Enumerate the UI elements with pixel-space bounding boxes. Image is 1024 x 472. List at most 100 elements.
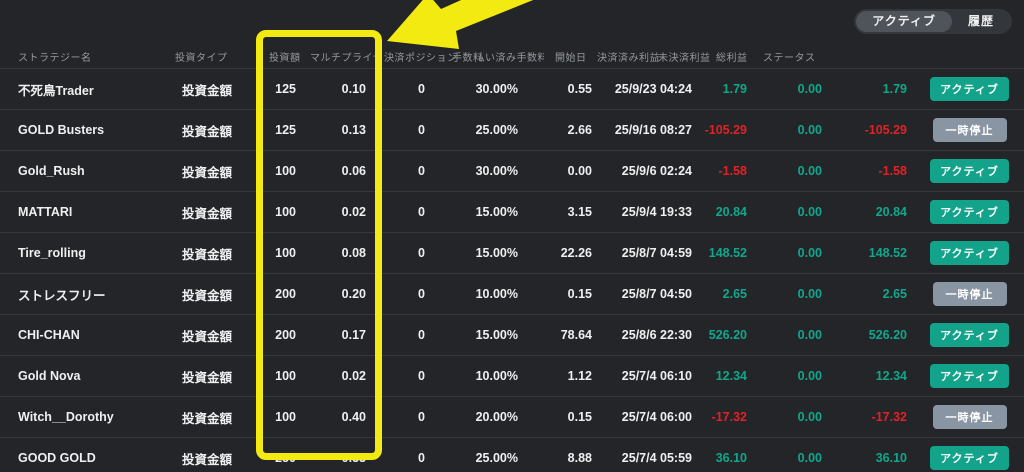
cell-fee: 30.00% — [475, 164, 518, 178]
cell-invest-type: 投資金額 — [182, 247, 233, 262]
cell-total-profit: 148.52 — [868, 246, 907, 260]
table-row[interactable]: MATTARI 投資金額 100 0.02 0 15.00% 3.15 25/9… — [0, 191, 1024, 232]
cell-settled-profit: -17.32 — [711, 410, 747, 424]
cell-start-date: 25/8/6 22:30 — [621, 328, 692, 342]
cell-strategy-name: MATTARI — [18, 205, 73, 219]
table-row[interactable]: Tire_rolling 投資金額 100 0.08 0 15.00% 22.2… — [0, 232, 1024, 273]
cell-invest-amount: 100 — [275, 410, 296, 424]
cell-positions: 0 — [418, 410, 425, 424]
cell-start-date: 25/9/4 19:33 — [621, 205, 692, 219]
cell-start-date: 25/7/4 06:10 — [621, 369, 692, 383]
table-row[interactable]: ストレスフリー 投資金額 200 0.20 0 10.00% 0.15 25/8… — [0, 273, 1024, 314]
cell-strategy-name: GOOD GOLD — [18, 451, 96, 465]
cell-paid-fee: 1.12 — [567, 369, 592, 383]
cell-unsettled-profit: 0.00 — [797, 369, 822, 383]
cell-multiplier: 0.02 — [341, 205, 366, 219]
cell-fee: 10.00% — [475, 287, 518, 301]
status-badge: 一時停止 — [932, 118, 1007, 142]
table-body: 不死鳥Trader 投資金額 125 0.10 0 30.00% 0.55 25… — [0, 68, 1024, 472]
cell-paid-fee: 0.55 — [567, 82, 592, 96]
table-row[interactable]: GOLD Busters 投資金額 125 0.13 0 25.00% 2.66… — [0, 109, 1024, 150]
cell-fee: 10.00% — [475, 369, 518, 383]
cell-settled-profit: 36.10 — [715, 451, 747, 465]
cell-unsettled-profit: 0.00 — [797, 287, 822, 301]
cell-multiplier: 0.02 — [341, 369, 366, 383]
status-badge: アクティブ — [930, 77, 1009, 101]
cell-invest-type: 投資金額 — [182, 452, 233, 467]
cell-settled-profit: -105.29 — [704, 123, 747, 137]
table-row[interactable]: GOOD GOLD 投資金額 250 0.33 0 25.00% 8.88 25… — [0, 437, 1024, 472]
cell-invest-amount: 100 — [275, 164, 296, 178]
col-header-unsettled-profit: 未決済利益 — [658, 53, 711, 64]
cell-invest-type: 投資金額 — [182, 329, 233, 344]
cell-total-profit: 36.10 — [875, 451, 907, 465]
history-tab-button[interactable]: 履歴 — [952, 11, 1010, 32]
col-header-multiplier-label: マルチプライヤー — [310, 53, 382, 64]
col-header-settled-profit: 決済済み利益 — [597, 53, 660, 64]
cell-total-profit: -1.58 — [878, 164, 908, 178]
col-header-strategy-name: ストラテジー名 — [18, 53, 92, 64]
cell-paid-fee: 8.88 — [567, 451, 592, 465]
cell-invest-amount: 200 — [275, 287, 296, 301]
cell-settled-profit: 2.65 — [722, 287, 747, 301]
cell-start-date: 25/8/7 04:50 — [621, 287, 692, 301]
cell-multiplier: 0.40 — [341, 410, 366, 424]
cell-multiplier: 0.20 — [341, 287, 366, 301]
cell-total-profit: -17.32 — [871, 410, 907, 424]
col-header-invest-amount: 投資額 — [269, 53, 301, 64]
cell-start-date: 25/9/6 02:24 — [621, 164, 692, 178]
col-header-invest-type: 投資タイプ — [175, 53, 228, 64]
status-badge: アクティブ — [930, 241, 1009, 265]
cell-invest-type: 投資金額 — [182, 83, 233, 98]
cell-unsettled-profit: 0.00 — [797, 205, 822, 219]
cell-start-date: 25/7/4 05:59 — [621, 451, 692, 465]
cell-unsettled-profit: 0.00 — [797, 123, 822, 137]
status-badge: アクティブ — [930, 159, 1009, 183]
cell-total-profit: 2.65 — [882, 287, 907, 301]
cell-start-date: 25/9/16 08:27 — [614, 123, 692, 137]
cell-positions: 0 — [418, 82, 425, 96]
cell-settled-profit: 148.52 — [708, 246, 747, 260]
cell-fee: 25.00% — [475, 123, 518, 137]
cell-unsettled-profit: 0.00 — [797, 82, 822, 96]
cell-positions: 0 — [418, 369, 425, 383]
cell-fee: 25.00% — [475, 451, 518, 465]
table-row[interactable]: Gold Nova 投資金額 100 0.02 0 10.00% 1.12 25… — [0, 355, 1024, 396]
cell-paid-fee: 0.00 — [567, 164, 592, 178]
cell-invest-type: 投資金額 — [182, 165, 233, 180]
cell-unsettled-profit: 0.00 — [797, 328, 822, 342]
cell-paid-fee: 3.15 — [567, 205, 592, 219]
cell-strategy-name: Gold_Rush — [18, 164, 85, 178]
cell-strategy-name: Gold Nova — [18, 369, 81, 383]
table-row[interactable]: 不死鳥Trader 投資金額 125 0.10 0 30.00% 0.55 25… — [0, 68, 1024, 109]
col-header-status: ステータス — [763, 53, 816, 64]
cell-invest-amount: 125 — [275, 82, 296, 96]
cell-total-profit: 12.34 — [875, 369, 907, 383]
cell-paid-fee: 78.64 — [560, 328, 592, 342]
table-row[interactable]: Gold_Rush 投資金額 100 0.06 0 30.00% 0.00 25… — [0, 150, 1024, 191]
cell-fee: 15.00% — [475, 205, 518, 219]
cell-start-date: 25/9/23 04:24 — [614, 82, 692, 96]
cell-paid-fee: 22.26 — [560, 246, 592, 260]
cell-positions: 0 — [418, 451, 425, 465]
cell-positions: 0 — [418, 123, 425, 137]
cell-positions: 0 — [418, 287, 425, 301]
cell-invest-type: 投資金額 — [182, 124, 233, 139]
cell-invest-amount: 125 — [275, 123, 296, 137]
table-row[interactable]: CHI-CHAN 投資金額 200 0.17 0 15.00% 78.64 25… — [0, 314, 1024, 355]
active-tab-button[interactable]: アクティブ — [856, 11, 952, 32]
cell-settled-profit: 20.84 — [715, 205, 747, 219]
status-badge: 一時停止 — [932, 405, 1007, 429]
status-badge: アクティブ — [930, 323, 1009, 347]
col-header-start-date: 開始日 — [555, 53, 587, 64]
cell-positions: 0 — [418, 246, 425, 260]
cell-multiplier: 0.13 — [341, 123, 366, 137]
status-badge: アクティブ — [930, 200, 1009, 224]
col-header-multiplier: マルチプライヤー — [310, 49, 382, 64]
table-row[interactable]: Witch__Dorothy 投資金額 100 0.40 0 20.00% 0.… — [0, 396, 1024, 437]
cell-unsettled-profit: 0.00 — [797, 451, 822, 465]
cell-invest-type: 投資金額 — [182, 288, 233, 303]
cell-invest-amount: 100 — [275, 246, 296, 260]
cell-paid-fee: 0.15 — [567, 410, 592, 424]
